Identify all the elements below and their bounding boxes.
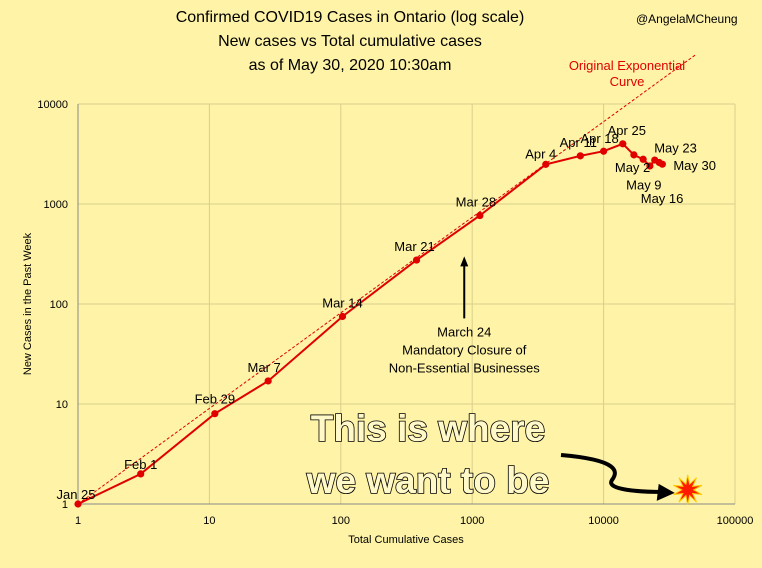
- data-point: [264, 377, 272, 385]
- point-label: May 2: [615, 160, 650, 175]
- exponential-curve-line: [77, 54, 696, 505]
- chart-title-line-1: Confirmed COVID19 Cases in Ontario (log …: [175, 9, 525, 26]
- curve-label: Original Exponential: [569, 58, 685, 73]
- data-point: [137, 470, 145, 478]
- series-marks: [74, 54, 696, 508]
- data-point: [338, 312, 347, 321]
- point-label: Apr 4: [525, 146, 556, 161]
- point-label: Apr 25: [608, 123, 646, 138]
- goal-arrow-head: [656, 483, 675, 501]
- point-label: May 9: [626, 177, 661, 192]
- y-axis-title: New Cases in the Past Week: [22, 232, 34, 375]
- chart-title-line-3: as of May 30, 2020 10:30am: [248, 57, 452, 74]
- x-tick-label: 10000: [588, 515, 619, 527]
- point-label: Apr 18: [580, 131, 618, 146]
- y-tick-label: 10000: [37, 99, 68, 111]
- data-point: [74, 500, 82, 508]
- point-label: Mar 28: [456, 195, 496, 210]
- goal-star: [673, 474, 703, 506]
- data-point: [619, 140, 627, 148]
- goal-text: we want to be: [306, 460, 550, 501]
- data-point: [412, 256, 421, 264]
- y-tick-label: 1: [62, 499, 68, 511]
- data-point: [639, 155, 647, 163]
- y-tick-label: 100: [50, 299, 68, 311]
- data-point: [646, 162, 654, 170]
- grid: [77, 103, 736, 505]
- point-label: Apr 11: [560, 135, 597, 150]
- chart-title-line-2: New cases vs Total cumulative cases: [218, 33, 482, 50]
- x-tick-label: 10: [203, 515, 215, 527]
- data-point: [476, 211, 484, 220]
- goal-arrow-shaft: [560, 453, 665, 494]
- point-label: May 30: [673, 158, 716, 173]
- closure-arrow-head: [460, 256, 469, 267]
- x-tick-label: 100000: [717, 515, 754, 527]
- point-label: Mar 7: [248, 360, 281, 375]
- point-label: Feb 29: [195, 392, 235, 407]
- closure-annotation: Mandatory Closure of: [402, 342, 527, 357]
- cases-line: [77, 142, 663, 505]
- x-tick-label: 100: [332, 515, 350, 527]
- tick-labels: 1 10 100 1000 10000 100000 1 10 100 1000 10000: [37, 99, 753, 527]
- point-label: Jan 25: [56, 487, 95, 502]
- point-label: Mar 21: [394, 239, 434, 254]
- author-handle: @AngelaMCheung: [636, 12, 738, 26]
- curve-label: Curve: [610, 74, 645, 89]
- y-tick-label: 1000: [44, 199, 68, 211]
- y-tick-label: 10: [56, 399, 68, 411]
- data-point: [211, 410, 219, 418]
- data-point: [600, 147, 608, 155]
- x-axis-title: Total Cumulative Cases: [348, 534, 464, 546]
- goal-text: This is where: [311, 408, 545, 449]
- closure-annotation: Non-Essential Businesses: [389, 360, 541, 375]
- x-tick-label: 1: [75, 515, 81, 527]
- data-point: [630, 151, 638, 159]
- data-point: [658, 160, 666, 168]
- point-label: May 16: [641, 191, 684, 206]
- point-label: Mar 14: [322, 295, 362, 310]
- point-label: Feb 1: [124, 457, 157, 472]
- data-point: [576, 152, 584, 160]
- x-tick-label: 1000: [460, 515, 484, 527]
- point-labels: Jan 25 Feb 1 Feb 29 Mar 7 Mar 14 Mar 21 Mar 28…: [56, 123, 716, 502]
- data-point: [542, 160, 550, 168]
- closure-annotation: March 24: [437, 324, 491, 339]
- point-label: May 23: [654, 141, 697, 156]
